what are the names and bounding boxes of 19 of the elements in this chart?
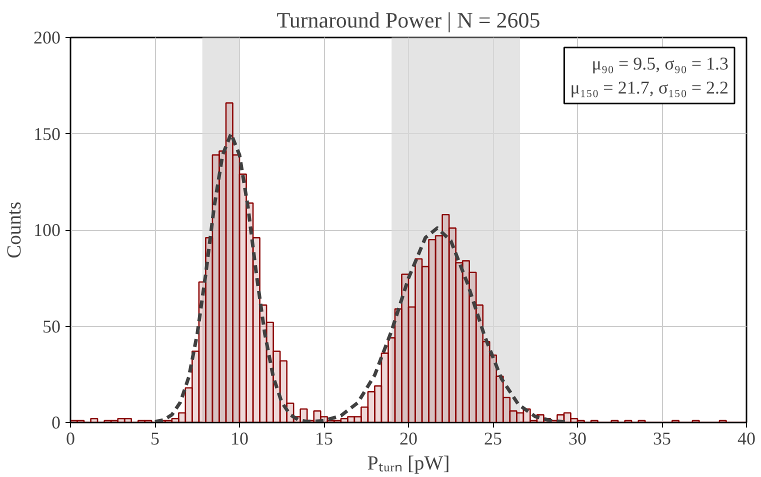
annotation: μ₉₀ = 9.5, σ₉₀ = 1.3 <box>592 54 729 74</box>
x-tick-label: 35 <box>653 428 671 448</box>
x-tick-label: 25 <box>484 428 502 448</box>
x-tick-label: 10 <box>230 428 248 448</box>
x-tick-label: 0 <box>66 428 75 448</box>
y-tick-label: 200 <box>34 28 60 48</box>
x-tick-label: 20 <box>400 428 418 448</box>
annotation: μ₁₅₀ = 21.7, σ₁₅₀ = 2.2 <box>570 78 729 98</box>
y-axis-title: Counts <box>4 201 26 258</box>
chart-title: Turnaround Power | N = 2605 <box>276 8 540 32</box>
x-tick-label: 30 <box>568 428 586 448</box>
x-tick-label: 15 <box>315 428 333 448</box>
y-tick-label: 100 <box>34 220 60 240</box>
y-tick-label: 0 <box>52 412 60 432</box>
x-tick-label: 5 <box>150 428 160 448</box>
y-tick-label: 50 <box>42 316 60 336</box>
x-tick-label: 40 <box>738 428 756 448</box>
x-axis-title: Pₜᵤᵣₙ [pW] <box>367 452 450 474</box>
y-tick-label: 150 <box>34 124 60 144</box>
